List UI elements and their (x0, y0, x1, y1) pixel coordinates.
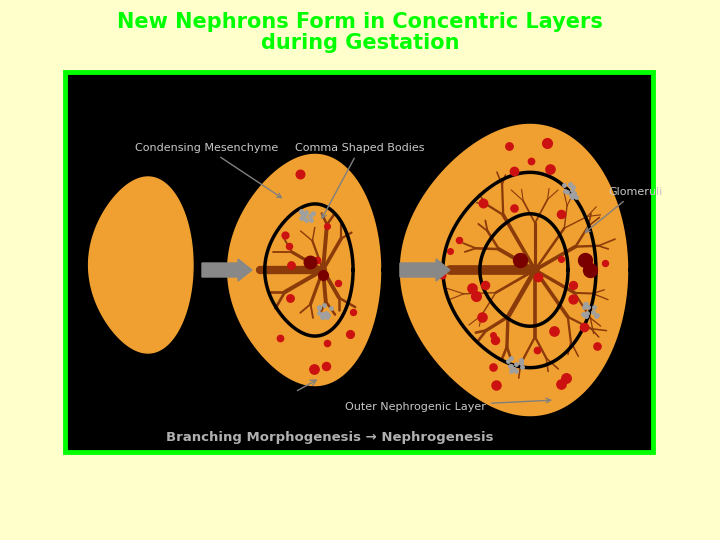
Text: Outer Nephrogenic Layer: Outer Nephrogenic Layer (345, 398, 551, 412)
FancyArrow shape (202, 259, 252, 281)
Text: Branching Morphogenesis → Nephrogenesis: Branching Morphogenesis → Nephrogenesis (166, 430, 494, 443)
Text: Condensing Mesenchyme: Condensing Mesenchyme (135, 143, 282, 198)
Polygon shape (398, 122, 630, 418)
Polygon shape (443, 172, 596, 368)
FancyArrow shape (400, 259, 450, 281)
Polygon shape (265, 204, 353, 336)
Polygon shape (225, 152, 383, 388)
Text: Glomeruli: Glomeruli (585, 187, 662, 232)
Polygon shape (89, 177, 193, 353)
Bar (65, 72, 653, 452)
Text: Comma Shaped Bodies: Comma Shaped Bodies (295, 143, 425, 218)
Polygon shape (480, 214, 568, 326)
Text: New Nephrons Form in Concentric Layers: New Nephrons Form in Concentric Layers (117, 12, 603, 32)
Text: during Gestation: during Gestation (261, 33, 459, 53)
